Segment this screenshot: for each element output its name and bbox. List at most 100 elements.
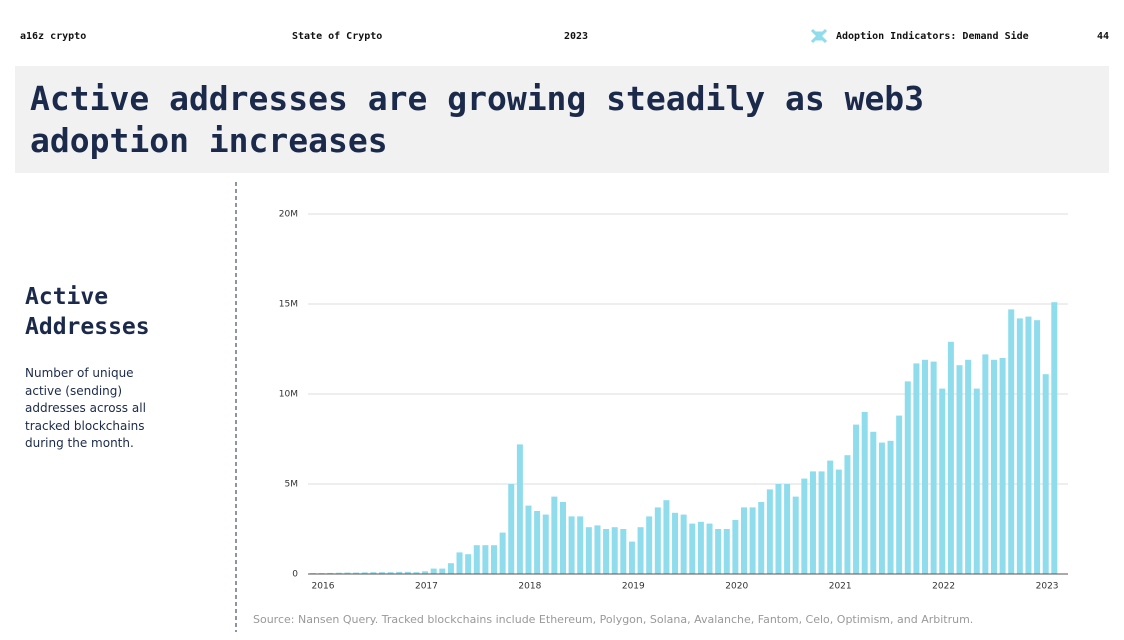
bar <box>844 455 851 574</box>
bar <box>766 489 773 574</box>
bar <box>930 361 937 574</box>
bar <box>396 571 403 574</box>
bar <box>706 523 713 574</box>
bar <box>990 359 997 574</box>
bar <box>516 444 523 574</box>
bar <box>792 496 799 574</box>
bar <box>404 571 411 574</box>
bar <box>456 552 463 574</box>
bar <box>482 545 489 574</box>
title-box: Active addresses are growing steadily as… <box>15 66 1109 173</box>
bar <box>861 412 868 574</box>
bar <box>344 572 351 574</box>
bar <box>809 471 816 574</box>
bar <box>922 359 929 574</box>
bar <box>499 532 506 574</box>
bar <box>525 505 532 574</box>
y-tick-label: 15M <box>279 300 298 310</box>
bar <box>335 572 342 574</box>
bar <box>999 358 1006 574</box>
bar <box>585 527 592 574</box>
bar <box>353 572 360 574</box>
bar <box>542 514 549 574</box>
bar <box>887 440 894 574</box>
report-name: State of Crypto <box>292 31 383 42</box>
bar <box>1016 318 1023 574</box>
sidebar-heading: Active Addresses <box>25 284 150 340</box>
x-tick-label: 2023 <box>1036 582 1059 592</box>
bar <box>508 484 515 574</box>
bar <box>775 484 782 574</box>
bar <box>835 469 842 574</box>
bar <box>697 521 704 574</box>
bar <box>870 431 877 574</box>
y-tick-label: 20M <box>279 210 298 220</box>
bar <box>534 511 541 574</box>
bar <box>430 568 437 574</box>
y-tick-label: 10M <box>279 390 298 400</box>
bar <box>723 529 730 574</box>
bar <box>637 527 644 574</box>
bar <box>818 471 825 574</box>
bar <box>749 507 756 574</box>
sidebar-description: Number of unique active (sending) addres… <box>25 366 146 450</box>
bar <box>628 541 635 574</box>
x-tick-label: 2020 <box>725 582 748 592</box>
bar <box>361 572 368 574</box>
bar <box>370 572 377 574</box>
bar <box>741 507 747 574</box>
bar <box>680 514 687 574</box>
x-tick-label: 2019 <box>622 582 645 592</box>
bar <box>611 527 618 574</box>
bar <box>1051 302 1058 574</box>
bar <box>620 529 627 574</box>
bar <box>378 572 385 574</box>
bar <box>758 502 765 574</box>
bar <box>447 563 454 574</box>
bar <box>878 442 885 574</box>
bar <box>439 568 446 574</box>
bar <box>491 545 498 574</box>
y-tick-label: 0 <box>292 570 298 580</box>
y-tick-label: 5M <box>285 480 299 490</box>
bar <box>732 520 739 574</box>
bar <box>689 523 696 574</box>
bar <box>559 502 566 574</box>
bar <box>827 460 834 574</box>
bar <box>1008 309 1015 574</box>
bar <box>646 516 653 574</box>
bar <box>465 554 472 574</box>
bar <box>982 354 989 574</box>
bar <box>327 572 334 574</box>
x-tick-label: 2018 <box>518 582 541 592</box>
bar <box>947 341 954 574</box>
bar <box>715 529 722 574</box>
section-name: Adoption Indicators: Demand Side <box>836 31 1029 42</box>
page-number: 44 <box>1097 31 1110 42</box>
bar <box>956 365 963 574</box>
bar <box>896 415 903 574</box>
x-tick-label: 2021 <box>829 582 852 592</box>
source-note: Source: Nansen Query. Tracked blockchain… <box>253 613 974 626</box>
bar <box>387 572 394 574</box>
bar <box>973 388 980 574</box>
bar <box>801 478 808 574</box>
bar <box>784 484 791 574</box>
x-tick-label: 2022 <box>932 582 955 592</box>
bar <box>904 381 911 574</box>
bar <box>1025 316 1032 574</box>
bar <box>939 388 946 574</box>
x-tick-label: 2017 <box>415 582 438 592</box>
bar <box>603 529 610 574</box>
bar <box>473 545 480 574</box>
bar <box>913 363 920 574</box>
x-tick-label: 2016 <box>312 582 335 592</box>
section-icon <box>810 28 828 44</box>
bar <box>654 507 661 574</box>
bar <box>551 496 558 574</box>
bar <box>1042 374 1049 574</box>
brand: a16z crypto <box>20 31 87 42</box>
bar <box>1034 320 1041 574</box>
